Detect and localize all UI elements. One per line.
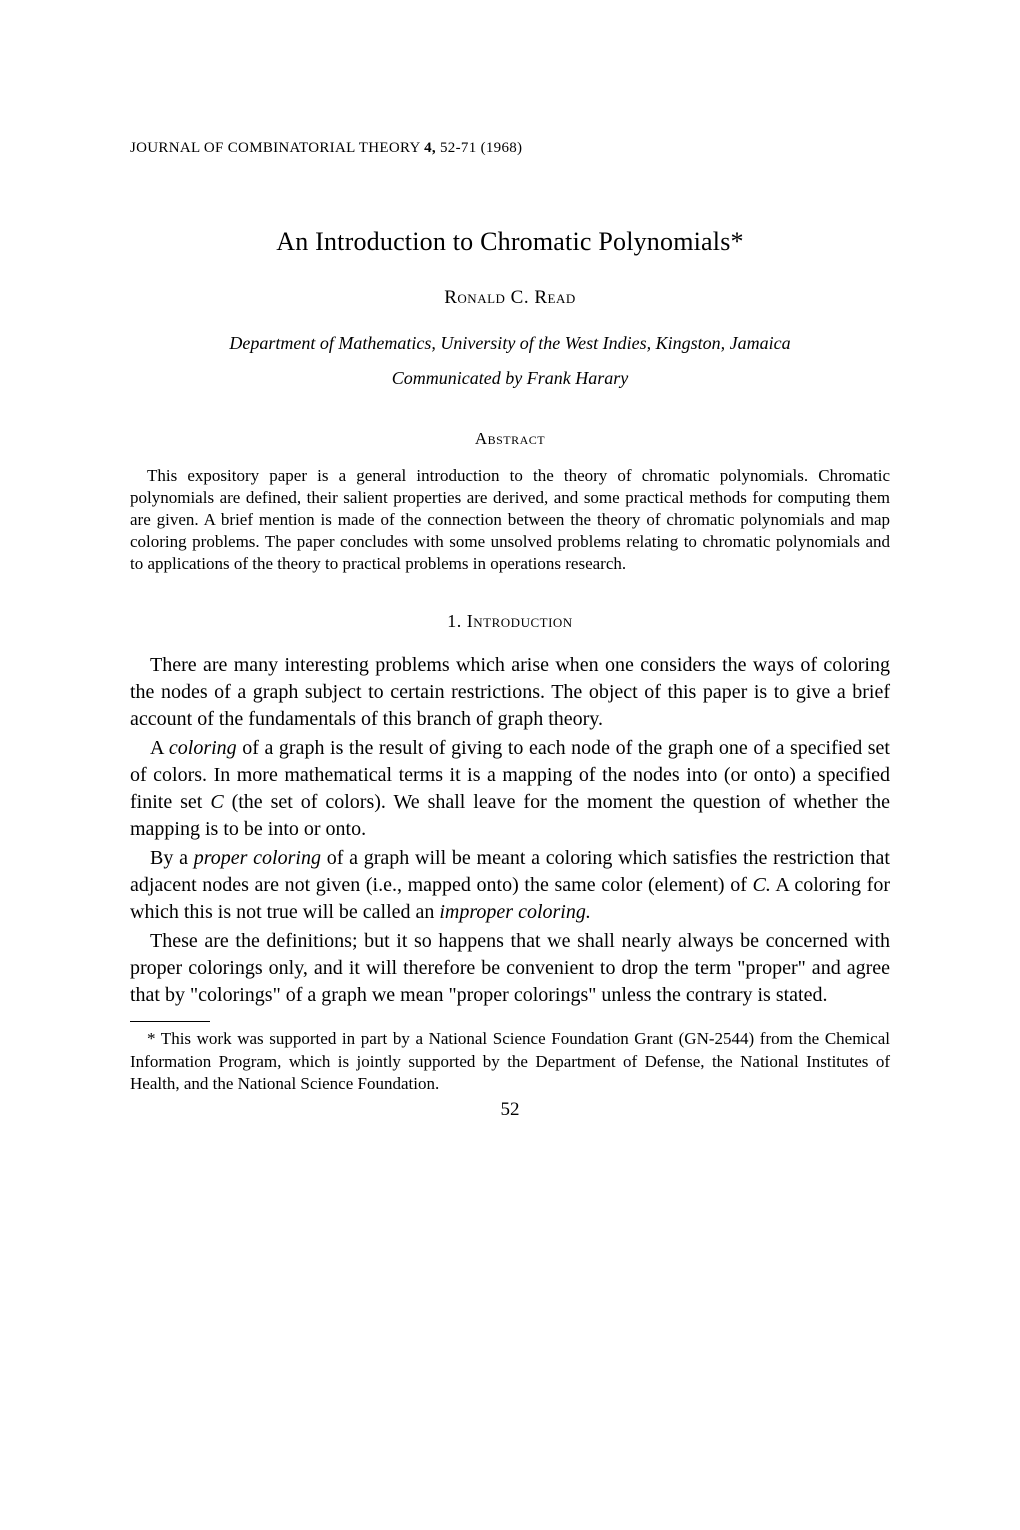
set-c: C <box>210 791 223 813</box>
term-improper-coloring: improper coloring. <box>439 901 590 923</box>
abstract-text: This expository paper is a general intro… <box>130 465 890 575</box>
set-c-2: C. <box>753 874 771 896</box>
paper-title: An Introduction to Chromatic Polynomials… <box>130 227 890 257</box>
section-number: 1. <box>447 611 462 631</box>
journal-name: JOURNAL OF COMBINATORIAL THEORY <box>130 140 420 156</box>
page-number: 52 <box>130 1099 890 1121</box>
affiliation: Department of Mathematics, University of… <box>130 333 890 354</box>
journal-volume: 4, <box>424 140 436 156</box>
abstract-heading: Abstract <box>130 429 890 449</box>
term-proper-coloring: proper coloring <box>194 847 321 869</box>
journal-pages: 52-71 <box>440 140 477 156</box>
section-heading: 1. Introduction <box>130 611 890 632</box>
journal-header: JOURNAL OF COMBINATORIAL THEORY 4, 52-71… <box>130 140 890 157</box>
paragraph-2: A coloring of a graph is the result of g… <box>130 735 890 843</box>
journal-year: (1968) <box>481 140 523 156</box>
section-title: Introduction <box>467 611 573 631</box>
footnote-text: * This work was supported in part by a N… <box>130 1028 890 1094</box>
paragraph-3: By a proper coloring of a graph will be … <box>130 845 890 926</box>
communicated-by: Communicated by Frank Harary <box>130 368 890 389</box>
paragraph-4: These are the definitions; but it so hap… <box>130 928 890 1009</box>
footnote-rule <box>130 1021 210 1022</box>
author-name: Ronald C. Read <box>130 287 890 309</box>
paragraph-1: There are many interesting problems whic… <box>130 652 890 733</box>
term-coloring: coloring <box>169 737 237 759</box>
